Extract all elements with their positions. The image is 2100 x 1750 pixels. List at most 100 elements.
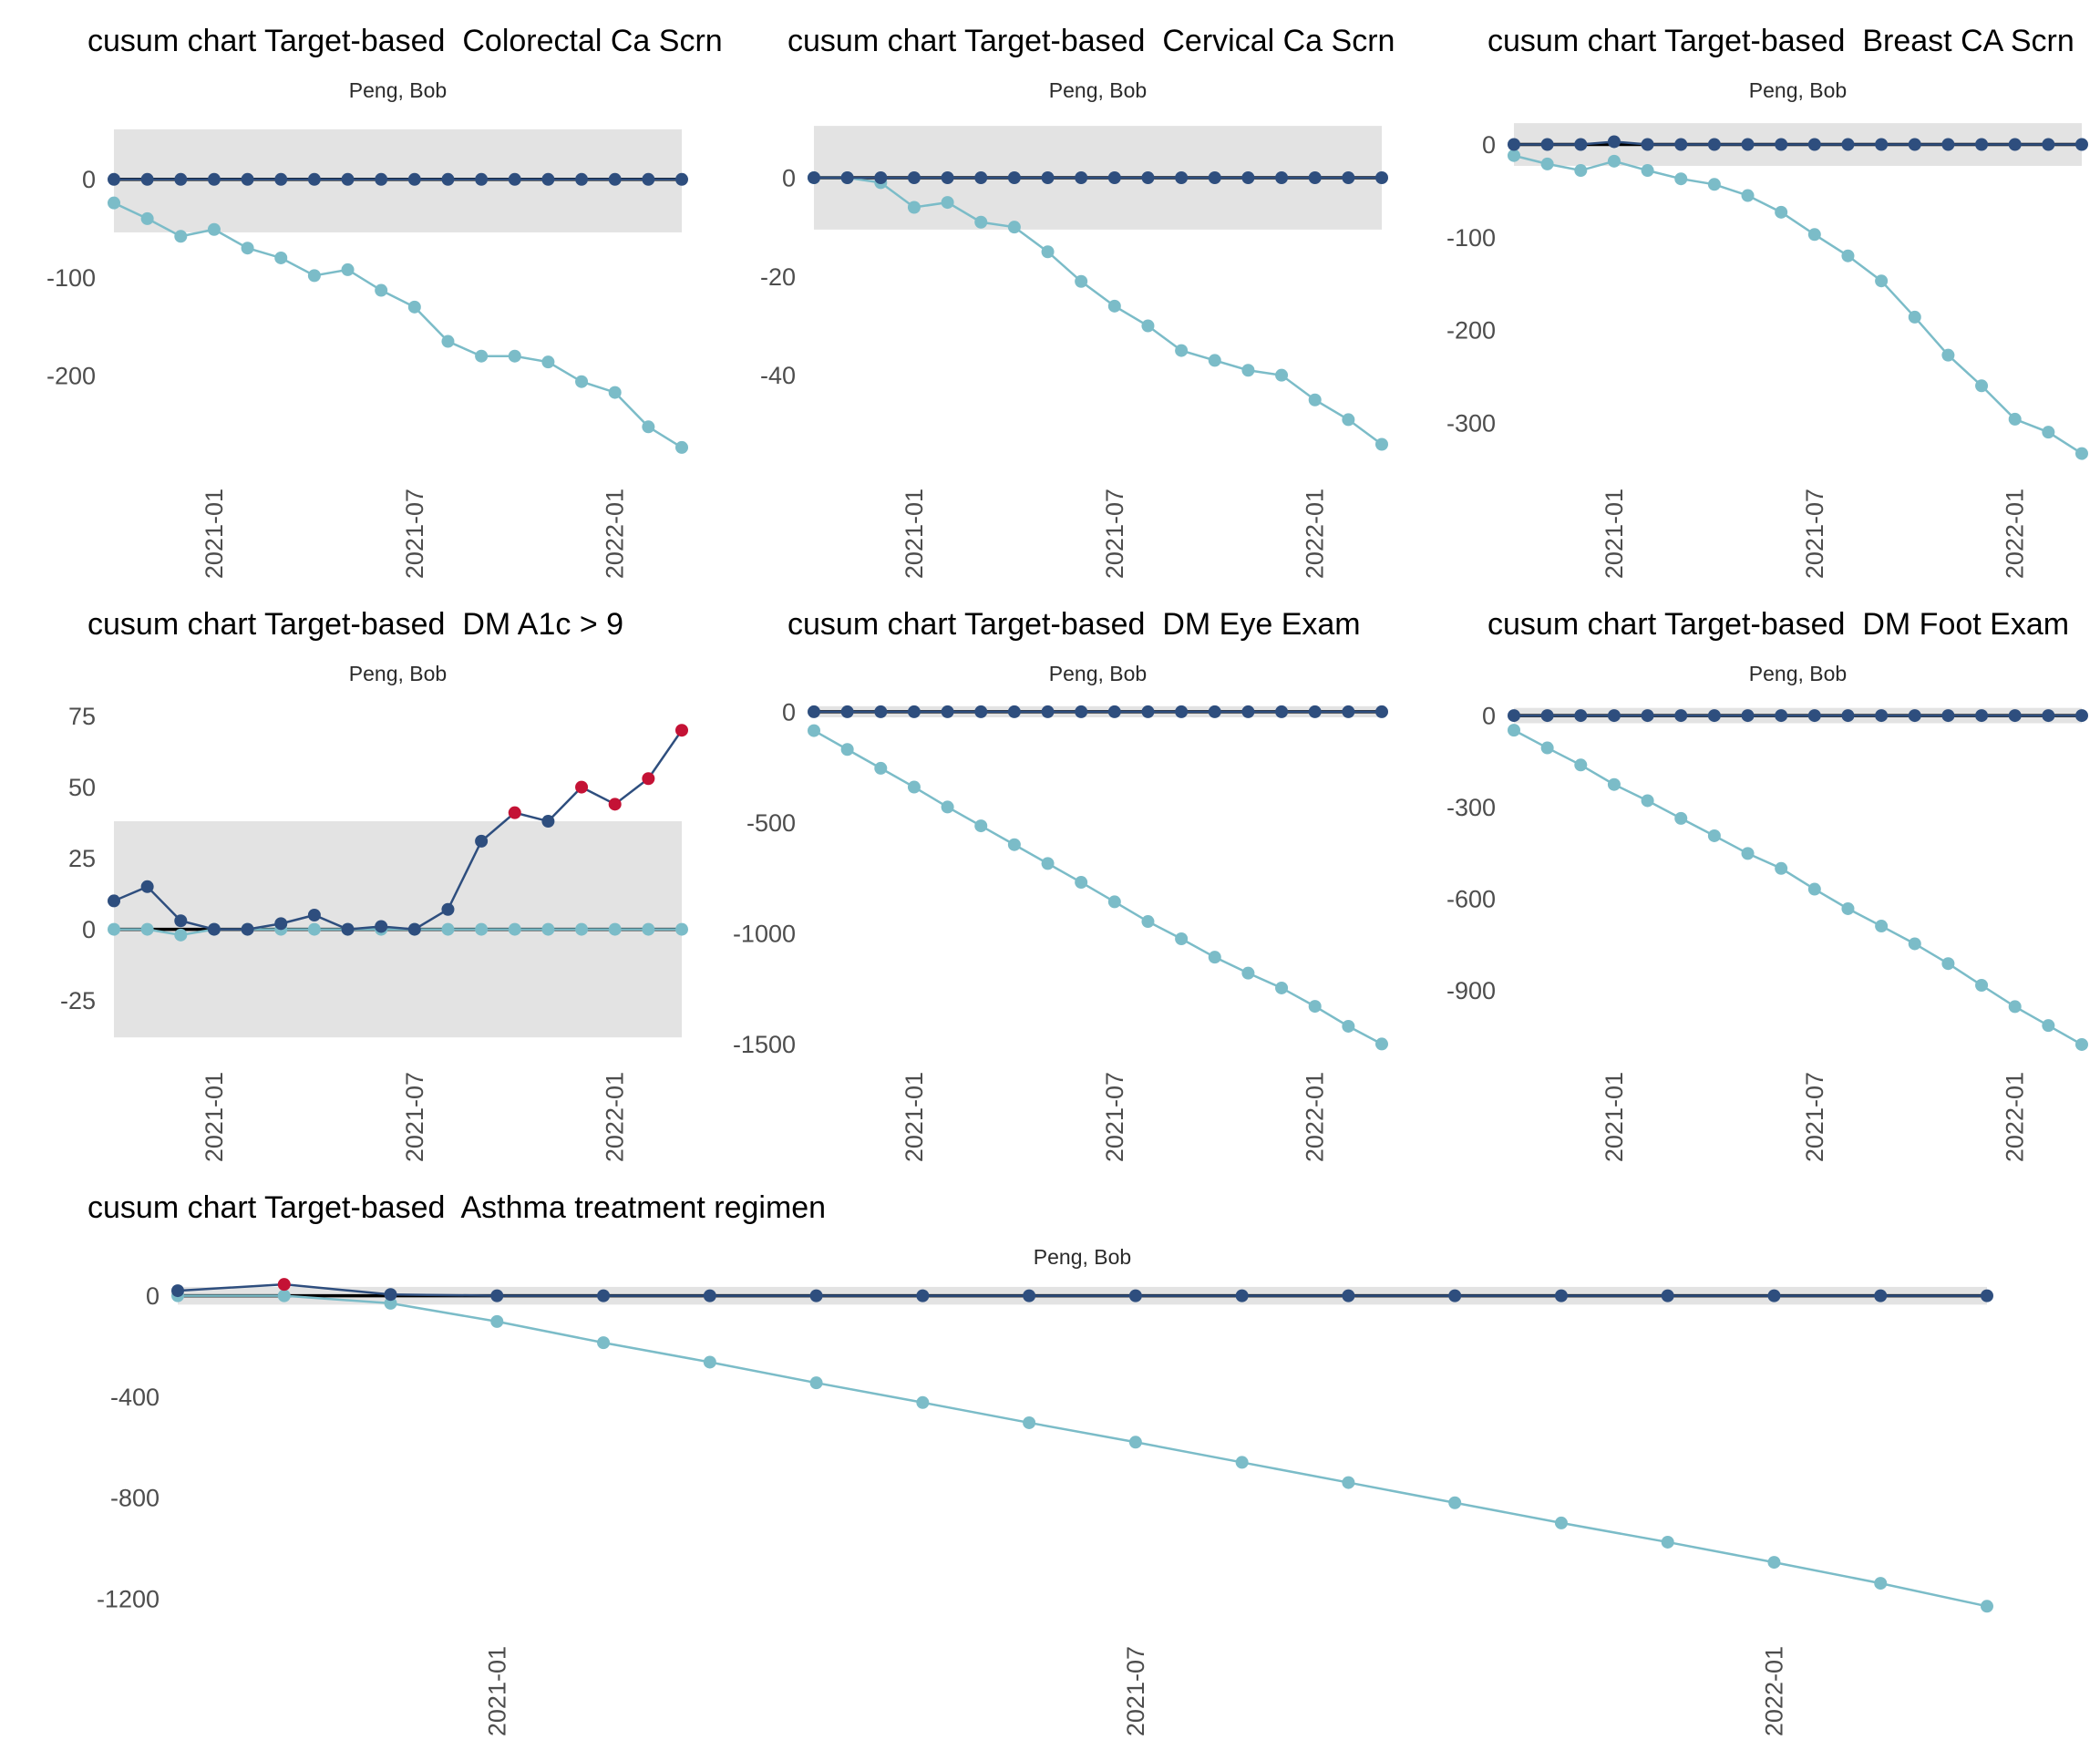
lower-cusum-series [108,196,688,454]
lower-cusum-point [277,1289,291,1302]
upper-cusum-point [1141,171,1155,184]
lower-cusum-series [808,724,1388,1051]
upper-cusum-point [1741,138,1755,151]
chart-row-1: cusum chart Target-based Colorectal Ca S… [0,0,2100,583]
upper-cusum-point [1554,1289,1568,1302]
lower-cusum-point [1607,154,1621,168]
y-tick-label: -300 [1446,794,1496,821]
upper-cusum-point [2075,709,2088,723]
y-tick-label: -800 [110,1485,160,1512]
lower-cusum-point [174,230,188,243]
x-tick-label: 2021-07 [1801,489,1828,579]
upper-cusum-point [140,880,154,893]
y-tick-label: 0 [146,1282,160,1310]
lower-cusum-point [642,922,655,936]
lower-cusum-point [1041,245,1055,259]
lower-cusum-point [907,201,921,214]
x-tick-label: 2022-01 [602,1072,629,1162]
lower-cusum-point [307,922,321,936]
y-tick-label: 0 [1482,703,1496,730]
upper-cusum-point [2042,709,2055,723]
chart-title: cusum chart Target-based DM Eye Exam [788,607,1361,642]
upper-cusum-point [475,172,489,186]
upper-cusum-point [307,172,321,186]
lower-cusum-point [1007,838,1021,851]
lower-cusum-point [1875,274,1889,288]
lower-cusum-point [1874,1577,1888,1590]
upper-cusum-point [384,1288,397,1302]
upper-cusum-point [1707,138,1721,151]
upper-cusum-point [974,705,988,718]
lower-cusum-point [1941,348,1955,362]
lower-cusum-point [2008,412,2022,426]
x-axis-labels: 2021-01 2021-07 2022-01 [901,489,1329,579]
chart-subtitle: Peng, Bob [1048,662,1148,685]
upper-cusum-point [1275,705,1289,718]
lower-cusum-point [1661,1535,1674,1549]
x-axis-labels: 2021-01 2021-07 2022-01 [901,1072,1329,1162]
lower-cusum-point [1208,354,1221,367]
upper-cusum-point [2008,138,2022,151]
lower-cusum-point [1574,758,1588,772]
lower-cusum-point [1342,1019,1355,1033]
lower-cusum-point [241,242,254,255]
lower-cusum-point [974,819,988,833]
x-tick-label: 2021-07 [401,489,428,579]
upper-cusum-point [341,922,355,936]
upper-cusum-point [1707,709,1721,723]
y-tick-label: -900 [1446,977,1496,1004]
x-tick-label: 2021-01 [901,489,928,579]
upper-cusum-point [1375,705,1388,718]
upper-cusum-point [1041,171,1055,184]
chart-panel-dm-eye-exam: cusum chart Target-based DM Eye Exam Pen… [700,583,1400,1167]
upper-cusum-point [407,922,421,936]
upper-cusum-point [840,705,854,718]
upper-cusum-point [108,894,120,908]
lower-cusum-point [1540,157,1554,170]
lower-cusum-point [597,1336,611,1350]
upper-cusum-point [1342,705,1355,718]
lower-cusum-point [1241,966,1255,980]
upper-cusum-point [1241,705,1255,718]
y-tick-label: -25 [60,987,96,1014]
signal-point [608,798,622,811]
upper-cusum-point [1908,138,1921,151]
upper-cusum-line [177,1282,1987,1297]
upper-cusum-point [1007,705,1021,718]
upper-cusum-point [1540,138,1554,151]
upper-cusum-point [1208,171,1221,184]
upper-cusum-series [808,171,1388,184]
upper-cusum-point [207,922,221,936]
y-tick-label: -300 [1446,409,1496,437]
lower-cusum-point [1841,901,1855,915]
lower-cusum-point [1908,937,1921,951]
chart-title: cusum chart Target-based DM A1c > 9 [88,607,624,642]
y-tick-label: -20 [760,263,796,291]
upper-cusum-point [207,172,221,186]
upper-cusum-point [974,171,988,184]
upper-cusum-point [441,172,455,186]
lower-cusum-point [1342,413,1355,427]
upper-cusum-point [1641,138,1654,151]
chart-panel-colorectal: cusum chart Target-based Colorectal Ca S… [0,0,723,583]
chart-title: cusum chart Target-based Breast CA Scrn [1488,24,2074,58]
upper-cusum-point [1807,138,1821,151]
lower-cusum-point [1775,205,1788,219]
upper-cusum-point [1235,1289,1249,1302]
upper-cusum-point [1975,138,1989,151]
chart-title: cusum chart Target-based DM Foot Exam [1488,607,2070,642]
upper-cusum-point [1375,171,1388,184]
lower-cusum-point [2075,1037,2088,1051]
lower-cusum-point [207,222,221,236]
lower-cusum-point [384,1296,397,1310]
lower-cusum-point [490,1314,504,1328]
lower-cusum-line [113,201,683,448]
chart-subtitle: Peng, Bob [348,662,448,685]
lower-cusum-point [1175,932,1189,945]
upper-cusum-point [2075,138,2088,151]
cusum-plot-breast: 0 -100 -200 -300 2021-01 2021-07 2022-01 [1446,123,2088,579]
upper-cusum-point [1540,709,1554,723]
lower-cusum-line [1513,154,2083,455]
cusum-plot-cervical: 0 -20 -40 2021-01 2021-07 2022-01 [760,126,1388,579]
y-tick-label: 0 [782,164,796,191]
